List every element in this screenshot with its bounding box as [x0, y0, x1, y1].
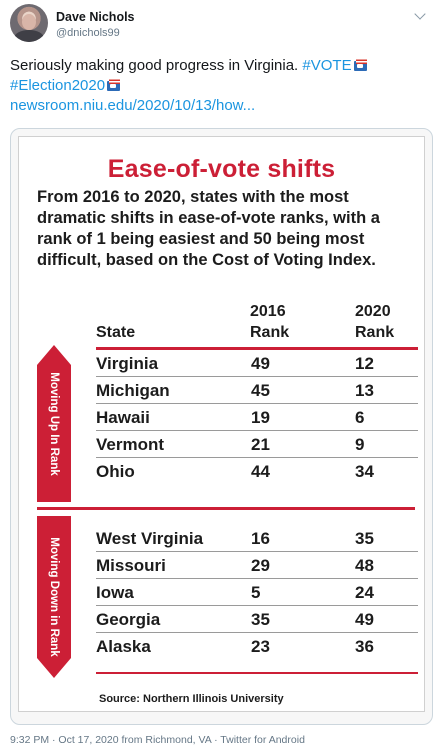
rank-2016: 16	[251, 529, 270, 548]
column-header-2016: 2016 Rank	[250, 301, 289, 343]
rank-2020: 6	[355, 408, 365, 427]
rank-2020: 12	[355, 354, 374, 373]
rank-2020: 9	[355, 435, 365, 454]
column-header-2016-year: 2016	[250, 303, 286, 320]
table-row: Virginia 49 12	[96, 350, 418, 377]
rank-2016: 23	[251, 637, 270, 656]
rank-2020: 13	[355, 381, 374, 400]
media-card[interactable]: Ease-of-vote shifts From 2016 to 2020, s…	[10, 128, 433, 725]
table-row: Hawaii 19 6	[96, 404, 418, 431]
hashtag-election2020[interactable]: #Election2020	[10, 77, 106, 94]
ballot-box-icon	[353, 58, 368, 72]
graphic-description: From 2016 to 2020, states with the most …	[37, 188, 380, 269]
table-row: Iowa 5 24	[96, 579, 418, 606]
infographic: Ease-of-vote shifts From 2016 to 2020, s…	[18, 136, 425, 712]
table-row: Georgia 35 49	[96, 606, 418, 633]
moving-up-arrow: Moving Up In Rank	[37, 345, 71, 502]
tweet-timestamp[interactable]: 9:32 PM · Oct 17, 2020 from Richmond, VA…	[10, 734, 305, 746]
rank-2020: 35	[355, 529, 374, 548]
tweet-text: Seriously making good progress in Virgin…	[10, 56, 430, 116]
tweet-body: Seriously making good progress in Virgin…	[10, 57, 299, 74]
rank-2020: 49	[355, 610, 374, 629]
moving-up-label: Moving Up In Rank	[48, 371, 60, 476]
row-divider	[96, 605, 418, 606]
moving-down-arrow: Moving Down in Rank	[37, 516, 71, 678]
column-header-2020: 2020 Rank	[355, 301, 394, 343]
header-divider	[96, 347, 418, 350]
table-row: Ohio 44 34	[96, 458, 418, 485]
rank-2020: 34	[355, 462, 374, 481]
row-divider	[96, 551, 418, 552]
rank-2016: 19	[251, 408, 270, 427]
display-name[interactable]: Dave Nichols	[56, 10, 135, 24]
row-divider	[96, 457, 418, 458]
state-name: Michigan	[96, 381, 170, 400]
state-name: Hawaii	[96, 408, 150, 427]
rank-2016: 45	[251, 381, 270, 400]
tweet-header: Dave Nichols @dnichols99	[10, 4, 430, 48]
table-row: Vermont 21 9	[96, 431, 418, 458]
footer-divider	[96, 672, 418, 674]
rank-2016: 49	[251, 354, 270, 373]
user-handle[interactable]: @dnichols99	[56, 27, 120, 39]
column-header-2020-year: 2020	[355, 303, 391, 320]
table-row: Michigan 45 13	[96, 377, 418, 404]
row-divider	[96, 376, 418, 377]
row-divider	[96, 632, 418, 633]
rank-2016: 21	[251, 435, 270, 454]
moving-down-label: Moving Down in Rank	[48, 537, 60, 657]
avatar[interactable]	[10, 4, 48, 42]
table-row: Alaska 23 36	[96, 633, 418, 660]
state-name: Georgia	[96, 610, 161, 629]
state-name: Iowa	[96, 583, 134, 602]
rank-2016: 29	[251, 556, 270, 575]
row-divider	[96, 430, 418, 431]
source-note: Source: Northern Illinois University	[99, 693, 284, 705]
rank-2016: 44	[251, 462, 270, 481]
ballot-box-icon	[106, 78, 121, 92]
table-row: West Virginia 16 35	[96, 525, 418, 552]
rank-2016: 35	[251, 610, 270, 629]
column-header-2020-rank: Rank	[355, 324, 395, 341]
rank-2016: 5	[251, 583, 261, 602]
row-divider	[96, 403, 418, 404]
row-divider	[96, 578, 418, 579]
state-name: Virginia	[96, 354, 159, 373]
table-row: Missouri 29 48	[96, 552, 418, 579]
chevron-down-icon[interactable]	[414, 8, 426, 20]
state-name: Missouri	[96, 556, 166, 575]
hashtag-vote[interactable]: #VOTE	[302, 57, 352, 74]
column-header-2016-rank: Rank	[250, 324, 290, 341]
graphic-title: Ease-of-vote shifts	[107, 155, 336, 183]
state-name: Vermont	[96, 435, 165, 454]
state-name: West Virginia	[96, 529, 204, 548]
state-name: Alaska	[96, 637, 151, 656]
article-link[interactable]: newsroom.niu.edu/2020/10/13/how...	[10, 97, 256, 114]
rank-2020: 36	[355, 637, 374, 656]
rank-2020: 24	[355, 583, 374, 602]
section-divider	[37, 507, 415, 510]
column-header-state: State	[96, 324, 136, 341]
rank-2020: 48	[355, 556, 374, 575]
state-name: Ohio	[96, 462, 135, 481]
